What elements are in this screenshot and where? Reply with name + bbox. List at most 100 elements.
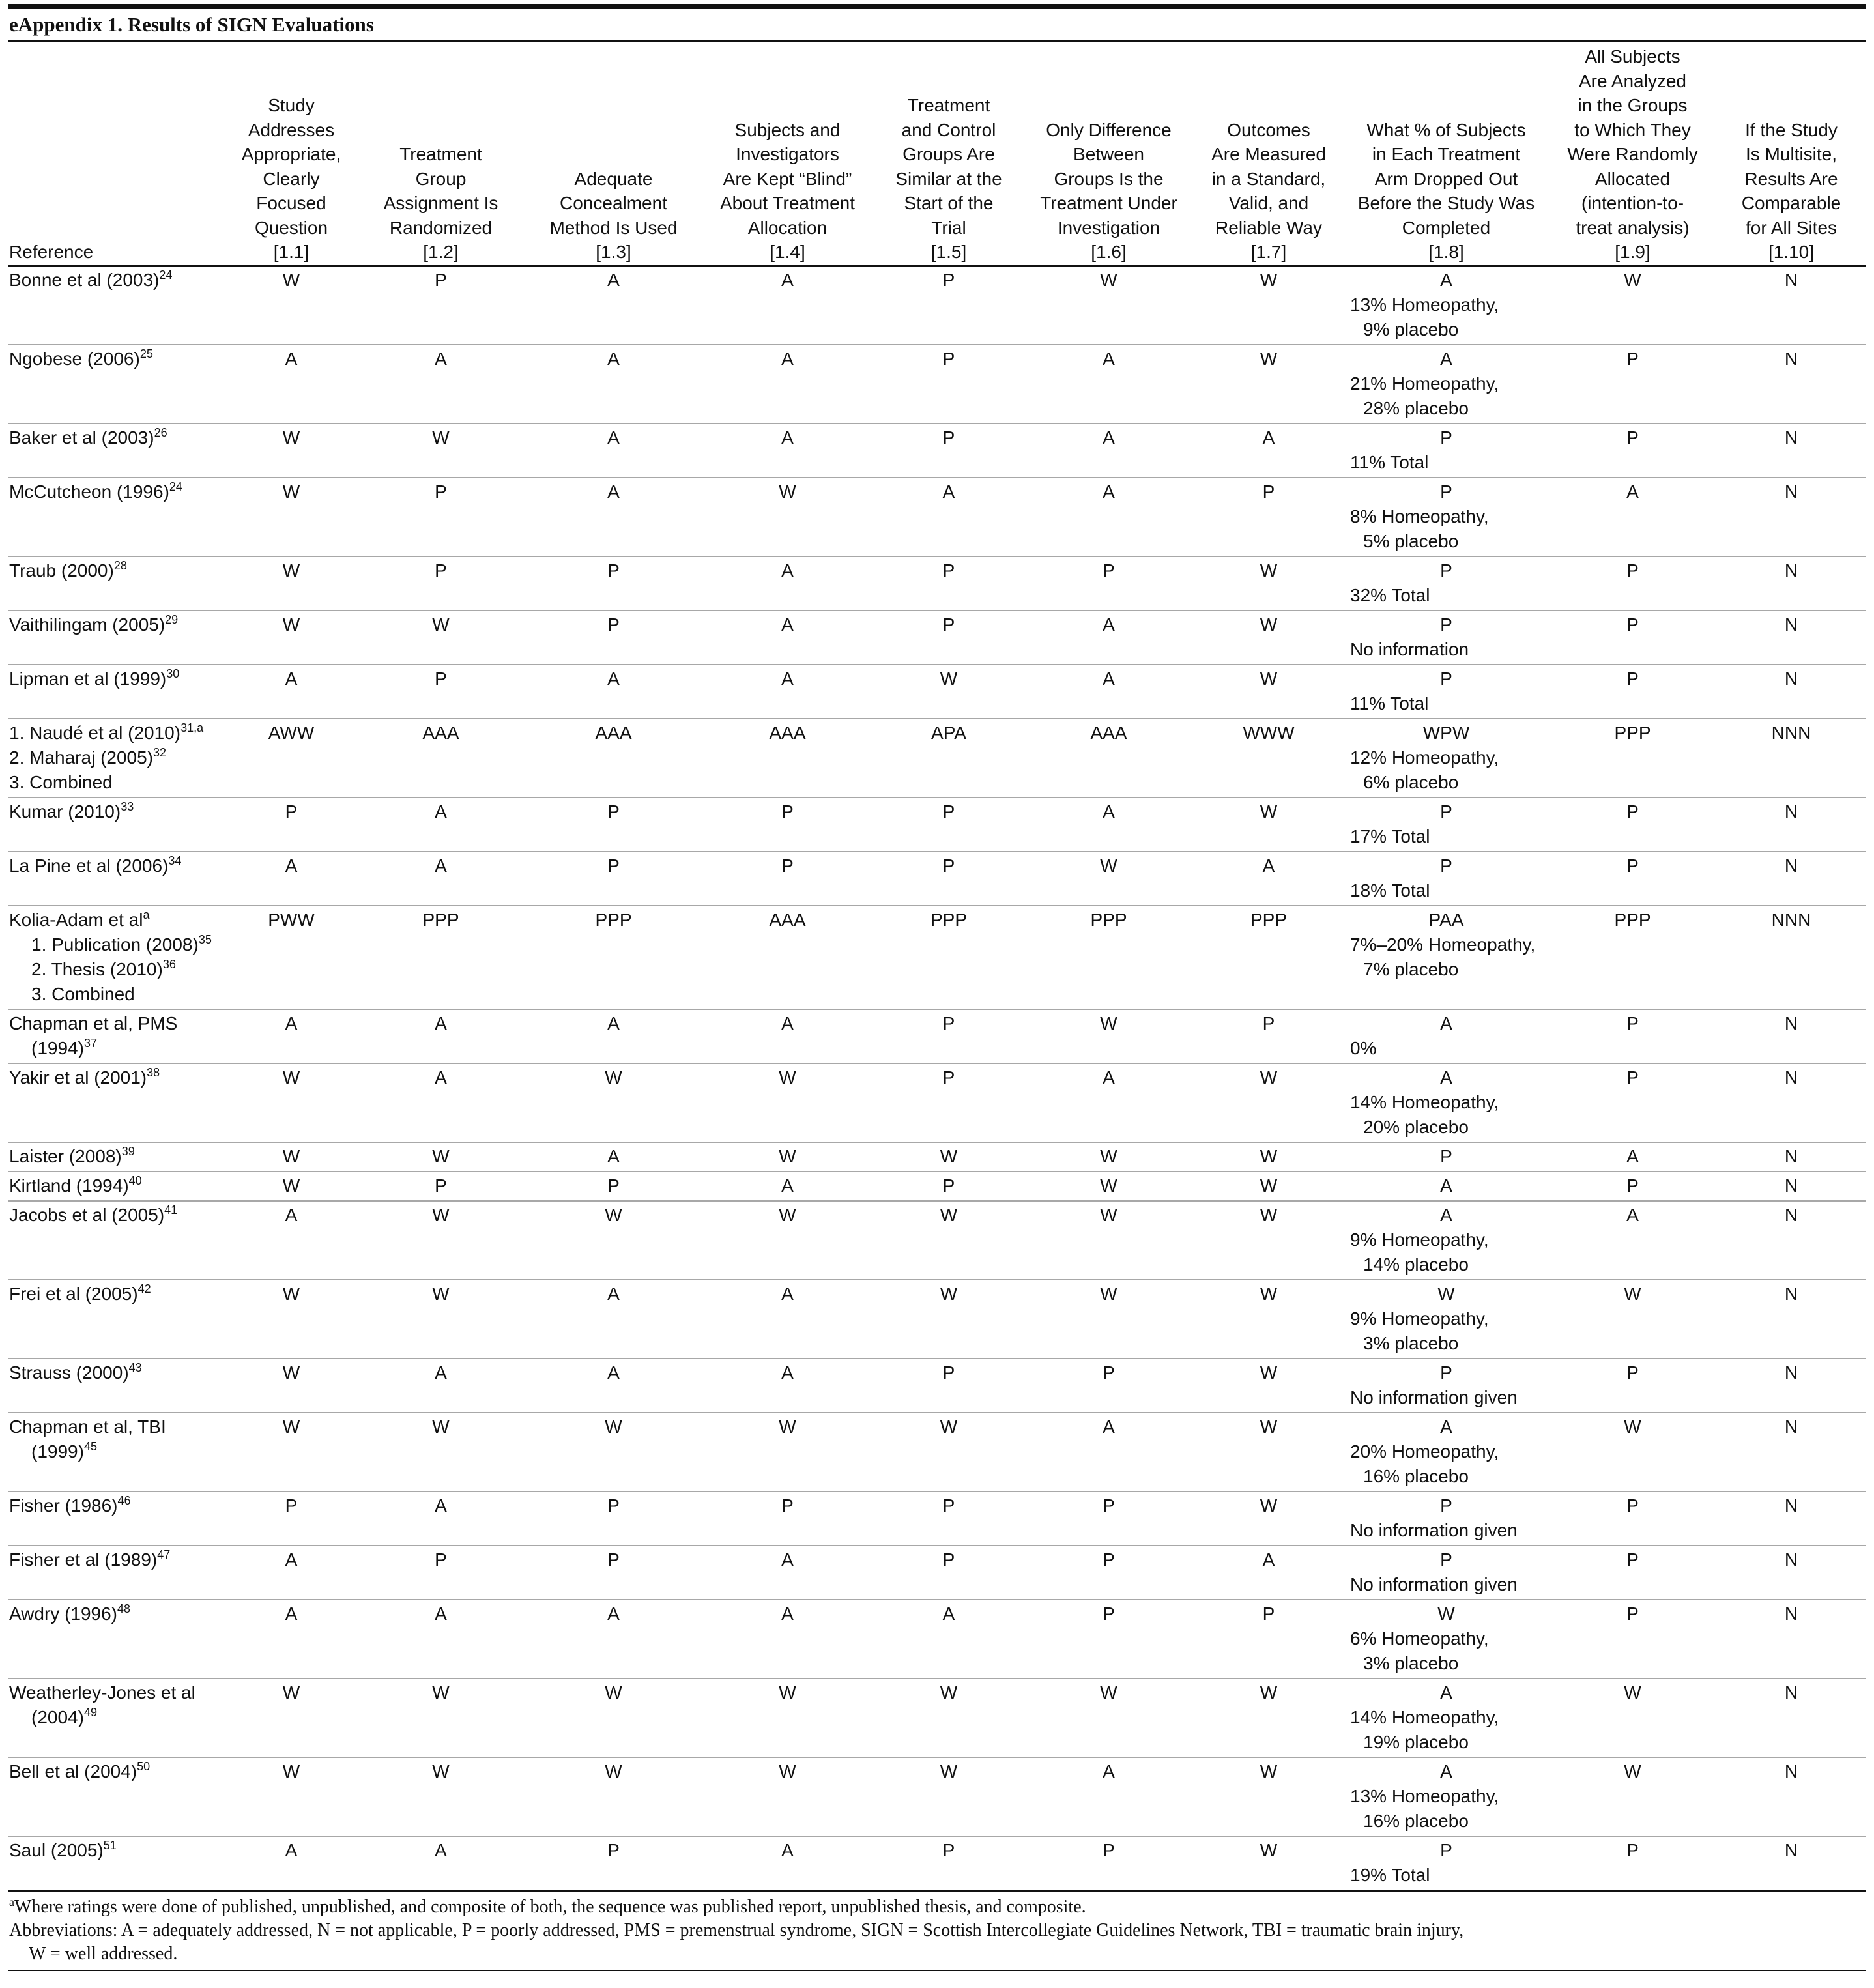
reference-line: Yakir et al (2001)38: [9, 1065, 227, 1090]
footnote-marker: a: [9, 1895, 14, 1909]
rating-cell-6: A: [1024, 797, 1194, 852]
rating-cell-9: PPP: [1549, 905, 1716, 1010]
reference-cell: Bell et al (2004)50: [8, 1757, 227, 1837]
reference-cell: Jacobs et al (2005)41: [8, 1200, 227, 1280]
dropout-detail: 9% Homeopathy,: [1350, 1308, 1489, 1329]
rating-cell-10: N: [1716, 1678, 1866, 1758]
dropout-detail: 3% placebo: [1363, 1333, 1459, 1353]
rating-cell-7: W: [1194, 1678, 1344, 1758]
rating-cell-6: A: [1024, 610, 1194, 665]
rating-cell-8: P No information given: [1344, 1358, 1549, 1413]
rating-cell-4: P: [701, 797, 874, 852]
dropout-detail: 3% placebo: [1363, 1652, 1459, 1673]
rating-value: P: [1440, 427, 1452, 448]
rating-cell-7: A: [1194, 423, 1344, 478]
rating-cell-7: W: [1194, 1491, 1344, 1546]
rating-cell-9: PPP: [1549, 718, 1716, 798]
rating-cell-4: W: [701, 1678, 874, 1758]
rating-cell-8: A 13% Homeopathy, 16% placebo: [1344, 1757, 1549, 1837]
reference-text: Fisher et al (1989): [9, 1549, 158, 1570]
reference-text: Yakir et al (2001): [9, 1067, 147, 1088]
rating-cell-4: A: [701, 1171, 874, 1202]
rating-cell-2: W: [356, 1757, 526, 1837]
header-col-10: If the Study Is Multisite, Results Are C…: [1716, 42, 1866, 267]
rating-cell-1: W: [227, 556, 356, 611]
rating-cell-6: W: [1024, 1142, 1194, 1172]
rating-cell-4: A: [701, 1599, 874, 1679]
reference-line: Fisher et al (1989)47: [9, 1548, 227, 1572]
table-row: Strauss (2000)43 W A A A P P W P No information g…: [8, 1358, 1866, 1413]
dropout-detail: 11% Total: [1350, 693, 1429, 713]
header-col-2: Treatment Group Assignment Is Randomized…: [356, 42, 526, 267]
citation-number: 33: [121, 800, 134, 813]
dropout-detail: 5% placebo: [1363, 530, 1459, 551]
reference-cell: Fisher (1986)46: [8, 1491, 227, 1546]
rating-cell-9: P: [1549, 610, 1716, 665]
dropout-detail: 9% Homeopathy,: [1350, 1229, 1489, 1250]
dropout-detail: 19% Total: [1350, 1864, 1430, 1885]
rating-cell-4: P: [701, 1491, 874, 1546]
rating-cell-6: W: [1024, 1200, 1194, 1280]
table-row: Ngobese (2006)25 A A A A P A W A 21% Homeopathy, 2…: [8, 344, 1866, 424]
rating-cell-6: W: [1024, 1171, 1194, 1202]
rating-cell-8: A 14% Homeopathy, 20% placebo: [1344, 1063, 1549, 1143]
header-label: What % of Subjects in Each Treatment Arm…: [1357, 119, 1535, 238]
dropout-detail: No information given: [1350, 1520, 1518, 1540]
reference-cell: Lipman et al (1999)30: [8, 664, 227, 719]
rating-cell-9: P: [1549, 1063, 1716, 1143]
rating-cell-7: W: [1194, 797, 1344, 852]
rating-cell-8: P 32% Total: [1344, 556, 1549, 611]
rating-cell-2: W: [356, 1200, 526, 1280]
rating-cell-9: P: [1549, 423, 1716, 478]
rating-value: A: [1440, 1682, 1452, 1703]
rating-cell-3: P: [526, 797, 701, 852]
rating-value: A: [1440, 1416, 1452, 1437]
rating-cell-2: A: [356, 1599, 526, 1679]
rating-cell-4: W: [701, 1757, 874, 1837]
citation-number: 26: [154, 425, 167, 439]
header-col-4: Subjects and Investigators Are Kept “Bli…: [701, 42, 874, 267]
reference-cell: Weatherley-Jones et al (2004)49: [8, 1678, 227, 1758]
citation-number: 35: [198, 932, 212, 946]
rating-cell-5: P: [874, 1836, 1024, 1892]
dropout-detail: 19% placebo: [1363, 1731, 1469, 1752]
rating-cell-8: P No information: [1344, 610, 1549, 665]
rating-cell-5: P: [874, 423, 1024, 478]
rating-cell-5: W: [874, 1412, 1024, 1492]
reference-line: Kumar (2010)33: [9, 800, 227, 824]
rating-cell-3: PPP: [526, 905, 701, 1010]
citation-number: 47: [157, 1548, 171, 1561]
rating-cell-4: A: [701, 610, 874, 665]
abbreviations: Abbreviations: A = adequately addressed,…: [9, 1920, 1464, 1940]
dropout-detail: 7%–20% Homeopathy,: [1350, 934, 1536, 955]
rating-cell-9: A: [1549, 477, 1716, 557]
rating-cell-6: P: [1024, 1599, 1194, 1679]
reference-text: (1994): [31, 1037, 84, 1058]
rating-cell-10: NNN: [1716, 718, 1866, 798]
header-code: [1.2]: [423, 242, 459, 262]
rating-cell-10: N: [1716, 797, 1866, 852]
header-code: [1.9]: [1615, 242, 1651, 262]
header-label: Adequate Concealment Method Is Used: [549, 168, 678, 238]
rating-cell-3: W: [526, 1063, 701, 1143]
header-code: [1.6]: [1091, 242, 1127, 262]
reference-text: Strauss (2000): [9, 1362, 129, 1383]
rating-value: A: [1440, 1067, 1452, 1088]
document: eAppendix 1. Results of SIGN Evaluations…: [8, 0, 1866, 1971]
rating-cell-3: P: [526, 1491, 701, 1546]
dropout-detail: 6% placebo: [1363, 771, 1459, 792]
rating-cell-7: W: [1194, 1142, 1344, 1172]
dropout-detail: 14% Homeopathy,: [1350, 1091, 1499, 1112]
citation-number: 43: [128, 1361, 142, 1374]
rating-cell-3: A: [526, 1358, 701, 1413]
rating-value: P: [1440, 1495, 1452, 1516]
reference-cell: Frei et al (2005)42: [8, 1279, 227, 1359]
rating-cell-4: W: [701, 477, 874, 557]
reference-text: 2. Maharaj (2005): [9, 747, 154, 768]
rating-cell-9: P: [1549, 1358, 1716, 1413]
header-code: [1.5]: [930, 242, 967, 262]
rating-cell-6: A: [1024, 664, 1194, 719]
table-row: Baker et al (2003)26 W W A A P A A P 11% Total P N: [8, 423, 1866, 478]
reference-line: Frei et al (2005)42: [9, 1282, 227, 1306]
rating-cell-3: A: [526, 664, 701, 719]
